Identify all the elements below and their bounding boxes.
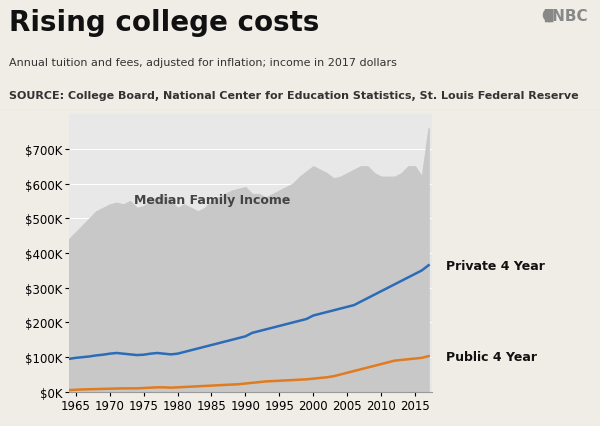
Text: Public 4 Year: Public 4 Year	[446, 350, 537, 363]
Text: Annual tuition and fees, adjusted for inflation; income in 2017 dollars: Annual tuition and fees, adjusted for in…	[9, 58, 397, 68]
Text: Private 4 Year: Private 4 Year	[446, 259, 545, 272]
Text: Rising college costs: Rising college costs	[9, 9, 319, 37]
Text: SOURCE: College Board, National Center for Education Statistics, St. Louis Feder: SOURCE: College Board, National Center f…	[9, 91, 578, 101]
Text: Median Family Income: Median Family Income	[134, 194, 291, 207]
Text: CNBC: CNBC	[541, 9, 588, 24]
Text: ▐▌: ▐▌	[539, 9, 558, 22]
